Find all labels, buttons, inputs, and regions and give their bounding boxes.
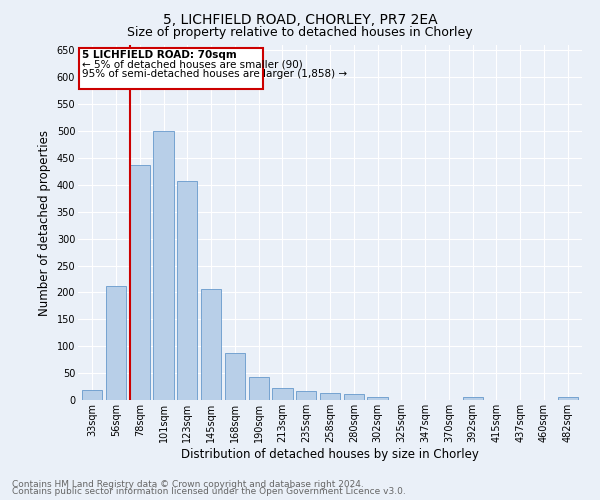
- Text: 5, LICHFIELD ROAD, CHORLEY, PR7 2EA: 5, LICHFIELD ROAD, CHORLEY, PR7 2EA: [163, 12, 437, 26]
- Bar: [272, 388, 293, 400]
- Text: Contains public sector information licensed under the Open Government Licence v3: Contains public sector information licen…: [12, 487, 406, 496]
- Bar: [201, 288, 221, 400]
- Bar: [82, 390, 103, 400]
- Text: 5 LICHFIELD ROAD: 70sqm: 5 LICHFIELD ROAD: 70sqm: [82, 50, 237, 60]
- Bar: [367, 397, 388, 400]
- Bar: [177, 180, 197, 400]
- Bar: [344, 394, 364, 400]
- Bar: [320, 393, 340, 400]
- Text: 95% of semi-detached houses are larger (1,858) →: 95% of semi-detached houses are larger (…: [82, 68, 347, 78]
- Bar: [130, 165, 150, 400]
- Bar: [296, 391, 316, 400]
- Bar: [106, 286, 126, 400]
- X-axis label: Distribution of detached houses by size in Chorley: Distribution of detached houses by size …: [181, 448, 479, 460]
- Text: Size of property relative to detached houses in Chorley: Size of property relative to detached ho…: [127, 26, 473, 39]
- Bar: [248, 378, 269, 400]
- Bar: [225, 353, 245, 400]
- Bar: [557, 398, 578, 400]
- Bar: [154, 131, 173, 400]
- Text: ← 5% of detached houses are smaller (90): ← 5% of detached houses are smaller (90): [82, 60, 303, 70]
- Y-axis label: Number of detached properties: Number of detached properties: [38, 130, 51, 316]
- Bar: [463, 398, 483, 400]
- FancyBboxPatch shape: [79, 48, 263, 89]
- Text: Contains HM Land Registry data © Crown copyright and database right 2024.: Contains HM Land Registry data © Crown c…: [12, 480, 364, 489]
